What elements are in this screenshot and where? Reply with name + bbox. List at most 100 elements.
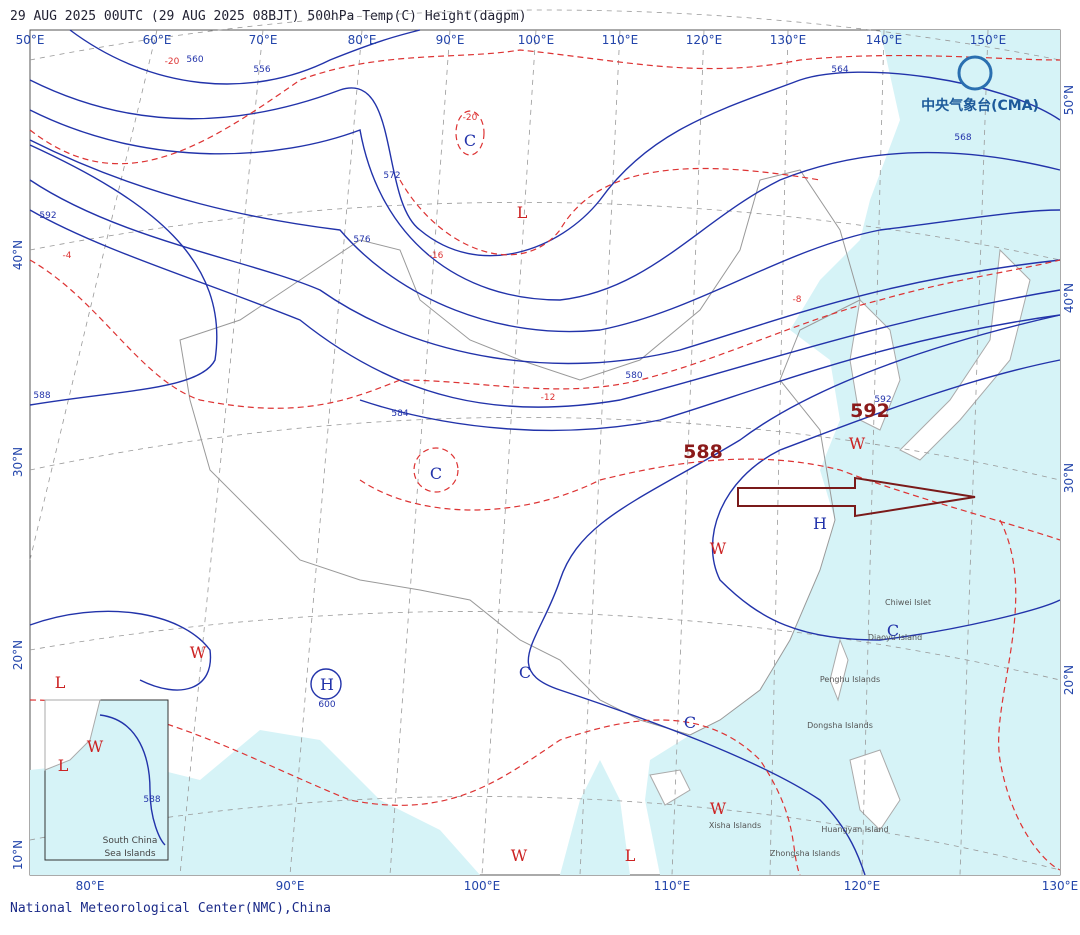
longitude-label: 100°E bbox=[464, 879, 501, 893]
system-letter: W bbox=[87, 737, 104, 756]
isotherm bbox=[359, 458, 1061, 541]
system-letter: H bbox=[320, 675, 334, 694]
contour bbox=[29, 144, 218, 406]
temperature-contours bbox=[29, 49, 1061, 876]
isotherm-label: -16 bbox=[429, 251, 444, 261]
contour bbox=[69, 29, 421, 85]
system-letter: L bbox=[58, 756, 69, 775]
system-letter: C bbox=[430, 464, 442, 483]
longitude-label: 130°E bbox=[770, 33, 807, 47]
latitude-label: 10°N bbox=[11, 840, 25, 870]
system-letter: C bbox=[684, 713, 696, 732]
china-border bbox=[179, 169, 861, 736]
inset-label: Sea Islands bbox=[104, 849, 155, 859]
east-sea bbox=[645, 30, 1060, 875]
inset-contour bbox=[99, 714, 166, 846]
longitude-label: 50°E bbox=[16, 33, 45, 47]
contour-588 bbox=[527, 314, 1061, 876]
isotherm bbox=[399, 167, 821, 256]
isotherm-label: -8 bbox=[793, 295, 802, 305]
highlight-label: 588 bbox=[683, 441, 723, 463]
gulf-of-thailand bbox=[560, 760, 630, 875]
inset-land bbox=[44, 699, 101, 771]
highlight-label: 592 bbox=[850, 400, 890, 422]
island-label: Diaoyu Island bbox=[868, 633, 922, 642]
contour bbox=[29, 179, 1061, 365]
movement-arrow bbox=[737, 476, 976, 518]
isotherm-label: -20 bbox=[165, 57, 180, 67]
contour-label: 588 bbox=[33, 391, 50, 401]
latitude-label: 20°N bbox=[1062, 665, 1076, 695]
contour bbox=[29, 209, 1061, 408]
inset: South China Sea Islands bbox=[44, 699, 169, 861]
longitude-label: 130°E bbox=[1042, 879, 1079, 893]
system-letter: L bbox=[517, 203, 528, 222]
island-label: Huangyan Island bbox=[821, 825, 888, 834]
system-letter: H bbox=[813, 514, 827, 533]
contour-label: 560 bbox=[186, 55, 203, 65]
contour bbox=[29, 610, 212, 691]
longitude-label: 120°E bbox=[844, 879, 881, 893]
latitude-label: 30°N bbox=[11, 447, 25, 477]
contour-label: 600 bbox=[318, 700, 335, 710]
system-letter: W bbox=[190, 643, 207, 662]
system-letter: W bbox=[710, 799, 727, 818]
isotherm bbox=[29, 699, 801, 876]
island-label: Chiwei Islet bbox=[885, 598, 931, 607]
longitude-label: 110°E bbox=[602, 33, 639, 47]
isotherm bbox=[455, 110, 485, 156]
island-label: Zhongsha Islands bbox=[770, 849, 840, 858]
longitude-label: 110°E bbox=[654, 879, 691, 893]
system-letter: L bbox=[625, 846, 636, 865]
isotherm-label: -4 bbox=[63, 251, 72, 261]
isotherm-label: -20 bbox=[463, 113, 478, 123]
longitude-label: 140°E bbox=[866, 33, 903, 47]
island-label: Penghu Islands bbox=[820, 675, 880, 684]
longitude-label: 80°E bbox=[348, 33, 377, 47]
contour-600 bbox=[310, 668, 342, 700]
system-letter: W bbox=[710, 539, 727, 558]
contour-592 bbox=[711, 359, 1061, 641]
latitude-label: 40°N bbox=[11, 240, 25, 270]
island-label: Dongsha Islands bbox=[807, 721, 873, 730]
longitude-label: 80°E bbox=[76, 879, 105, 893]
contour-label: 592 bbox=[874, 395, 891, 405]
contour-label: 580 bbox=[625, 371, 642, 381]
hainan bbox=[649, 769, 691, 806]
system-letter: C bbox=[887, 621, 899, 640]
system-letter: C bbox=[464, 131, 476, 150]
longitude-label: 90°E bbox=[436, 33, 465, 47]
system-letter: W bbox=[849, 434, 866, 453]
isotherm bbox=[413, 447, 459, 493]
philippines bbox=[849, 749, 901, 831]
latitude-label: 20°N bbox=[11, 640, 25, 670]
footer: National Meteorological Center(NMC),Chin… bbox=[10, 901, 331, 916]
longitude-label: 90°E bbox=[276, 879, 305, 893]
logo-text: 中央气象台(CMA) bbox=[921, 97, 1039, 114]
system-letter: L bbox=[55, 673, 66, 692]
isotherm bbox=[29, 259, 1061, 409]
isotherm-label: -12 bbox=[541, 393, 556, 403]
contour-label: 572 bbox=[383, 171, 400, 181]
latitude-label: 50°N bbox=[1062, 85, 1076, 115]
title: 29 AUG 2025 00UTC (29 AUG 2025 08BJT) 50… bbox=[10, 9, 527, 24]
isotherm bbox=[29, 49, 1061, 165]
taiwan bbox=[829, 638, 849, 702]
contour bbox=[29, 109, 1061, 301]
system-letter: W bbox=[511, 846, 528, 865]
latitude-label: 30°N bbox=[1062, 463, 1076, 493]
graticule bbox=[29, 9, 1061, 876]
contour-label: 556 bbox=[253, 65, 270, 75]
longitude-label: 150°E bbox=[970, 33, 1007, 47]
contour-label: 564 bbox=[831, 65, 848, 75]
longitude-label: 60°E bbox=[143, 33, 172, 47]
longitude-lines bbox=[29, 29, 989, 876]
longitude-label: 70°E bbox=[249, 33, 278, 47]
longitude-label: 120°E bbox=[686, 33, 723, 47]
latitude-label: 40°N bbox=[1062, 283, 1076, 313]
generated-labels: 50°E 60°E 70°E 80°E 90°E 100°E 110°E 120°E 130°E… bbox=[11, 33, 1078, 893]
logo-mark bbox=[957, 55, 993, 91]
longitude-label: 100°E bbox=[518, 33, 555, 47]
contour-label: 592 bbox=[39, 211, 56, 221]
